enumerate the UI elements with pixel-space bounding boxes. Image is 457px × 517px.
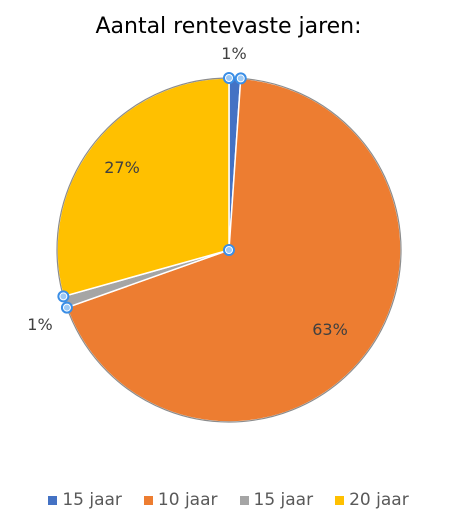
selection-handle-fill <box>60 293 67 300</box>
pie-data-label: 1% <box>27 315 52 334</box>
pie-data-label: 27% <box>104 158 140 177</box>
legend-label: 15 jaar <box>253 490 314 510</box>
chart-title: Aantal rentevaste jaren: <box>95 14 362 39</box>
legend-swatch <box>335 495 345 505</box>
selection-handles <box>57 72 247 314</box>
pie-data-label: 1% <box>221 44 246 63</box>
legend-swatch <box>143 495 153 505</box>
pie-data-label: 63% <box>312 320 348 339</box>
selection-handle-fill <box>237 75 244 82</box>
selection-handle-fill <box>226 247 232 253</box>
legend-label: 20 jaar <box>349 490 409 510</box>
pie-chart[interactable]: 1% 63% 1% 27% <box>0 0 457 480</box>
legend-swatch <box>48 495 58 505</box>
legend-swatch <box>239 495 249 505</box>
chart-legend: 15 jaar 10 jaar 15 jaar 20 jaar <box>0 490 457 510</box>
selection-handle-fill <box>226 75 232 81</box>
legend-item[interactable]: 15 jaar <box>239 490 314 510</box>
pie-data-labels: 1% 63% 1% 27% <box>27 44 347 339</box>
legend-label: 10 jaar <box>157 490 218 510</box>
legend-item[interactable]: 10 jaar <box>143 490 218 510</box>
legend-item[interactable]: 15 jaar <box>48 490 122 510</box>
selection-handle-fill <box>63 304 70 311</box>
legend-item[interactable]: 20 jaar <box>335 490 409 510</box>
legend-label: 15 jaar <box>62 490 122 510</box>
